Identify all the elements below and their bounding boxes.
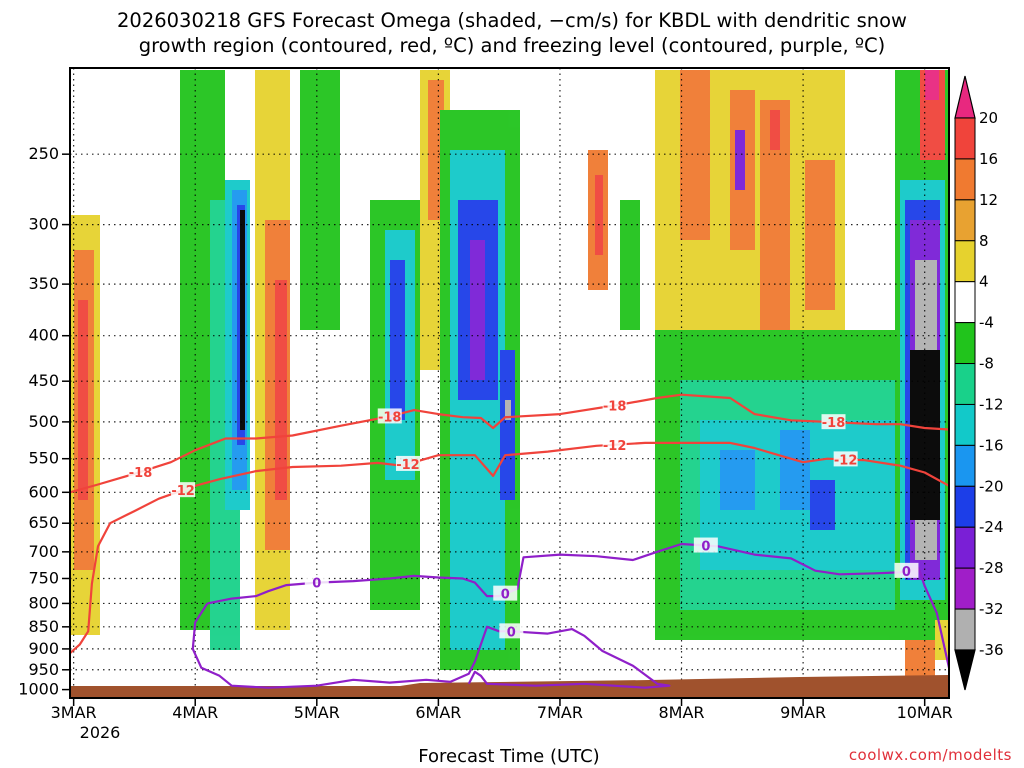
dgz-warm-label: -12: [171, 484, 195, 499]
freezing-label: 0: [501, 588, 510, 603]
freezing-label-bg: [304, 574, 329, 590]
colorbar-swatch: [954, 117, 976, 160]
freezing-label-bg: [693, 537, 718, 553]
colorbar-swatch: [954, 403, 976, 446]
x-axis-label: Forecast Time (UTC): [418, 746, 599, 767]
y-tick-label: 900: [28, 639, 59, 658]
colorbar-swatch: [954, 322, 976, 365]
y-tick-label: 400: [28, 326, 59, 345]
colorbar-label: -4: [979, 314, 994, 332]
x-axis-year: 2026: [80, 723, 121, 742]
chart-title-line1: 2026030218 GFS Forecast Omega (shaded, −…: [117, 9, 907, 32]
dgz-minus18-contour: [69, 393, 950, 494]
colorbar-swatch: [954, 526, 976, 569]
freezing-label: 0: [312, 577, 321, 592]
y-tick-label: 600: [28, 482, 59, 501]
plot-frame: [69, 67, 950, 699]
freezing-level-contour-lower: [191, 602, 671, 689]
colorbar-swatch: [954, 485, 976, 528]
dgz-warm-label-bg: [395, 455, 420, 471]
dgz-warm-label: -12: [603, 439, 627, 454]
y-tick-label: 300: [28, 215, 59, 234]
y-tick-label: 450: [28, 371, 59, 390]
y-tick-label: 550: [28, 449, 59, 468]
dgz-cold-label-bg: [821, 414, 846, 430]
x-tick-label: 5MAR: [294, 703, 340, 722]
x-tick-label: 3MAR: [51, 703, 97, 722]
dgz-warm-label-bg: [171, 482, 196, 498]
colorbar-label: 16: [979, 150, 998, 168]
colorbar-arrow-bottom: [954, 649, 976, 691]
dgz-cold-label-bg: [602, 397, 627, 413]
dgz-cold-label: -18: [378, 410, 402, 425]
freezing-label: 0: [701, 540, 710, 555]
colorbar-label: -32: [979, 600, 1004, 618]
freezing-label-bg: [499, 623, 524, 639]
y-tick-label: 1000: [18, 680, 59, 699]
colorbar-label: -28: [979, 559, 1004, 577]
y-tick-label: 350: [28, 274, 59, 293]
colorbar-swatch: [954, 199, 976, 242]
colorbar-label: -8: [979, 355, 994, 373]
colorbar-label: 8: [979, 232, 989, 250]
colorbar-swatch: [954, 567, 976, 610]
y-tick-label: 650: [28, 513, 59, 532]
freezing-label-bg: [493, 585, 518, 601]
x-tick-label: 4MAR: [172, 703, 218, 722]
x-tick-label: 10MAR: [897, 703, 953, 722]
x-axis: 3MAR 4MAR 5MAR 6MAR 7MAR 8MAR 9MAR 10MAR: [51, 698, 953, 722]
freezing-label: 0: [507, 625, 516, 640]
terrain-band: [70, 675, 949, 698]
y-tick-label: 250: [28, 144, 59, 163]
y-tick-label: 950: [28, 660, 59, 679]
y-tick-label: 750: [28, 568, 59, 587]
dgz-warm-label: -12: [834, 453, 858, 468]
contour-layer: -18 -18 -18 -18 -12 -12 -12 -12 0 0 0 0 0: [69, 393, 951, 689]
colorbar-swatch: [954, 608, 976, 651]
colorbar-label: -20: [979, 477, 1004, 495]
chart-title-line2: growth region (contoured, red, ºC) and f…: [139, 34, 886, 57]
dgz-warm-label-bg: [602, 436, 627, 452]
y-tick-label: 800: [28, 593, 59, 612]
colorbar-label: -24: [979, 518, 1004, 536]
x-tick-label: 6MAR: [415, 703, 461, 722]
colorbar-swatch: [954, 444, 976, 487]
dgz-warm-label-bg: [833, 451, 858, 467]
colorbar-label: -36: [979, 641, 1004, 659]
x-tick-label: 7MAR: [537, 703, 583, 722]
x-tick-label: 9MAR: [780, 703, 826, 722]
dgz-cold-label: -18: [129, 466, 153, 481]
colorbar-swatch: [954, 363, 976, 405]
dgz-minus12-contour: [69, 441, 950, 655]
dgz-warm-label: -12: [396, 458, 420, 473]
colorbar-swatch: [954, 158, 976, 201]
colorbar-swatch: [954, 240, 976, 283]
x-tick-label: 8MAR: [659, 703, 705, 722]
freezing-label-bg: [894, 562, 919, 578]
dgz-cold-label-bg: [128, 463, 153, 479]
colorbar-label: 12: [979, 191, 998, 209]
y-tick-label: 850: [28, 617, 59, 636]
dgz-cold-label: -18: [822, 416, 846, 431]
colorbar-label: -16: [979, 436, 1004, 454]
y-axis: 250 300 350 400 450 500 550 600 650 700 750 800 850 9…: [18, 144, 70, 699]
dgz-cold-label: -18: [603, 399, 627, 414]
colorbar: 20 16 12 8 4 -4 -8 -12 -16 -20 -24 -28 -32 -36: [954, 75, 1004, 691]
colorbar-label: -12: [979, 395, 1004, 413]
freezing-label: 0: [902, 565, 911, 580]
dgz-cold-label-bg: [377, 408, 402, 424]
colorbar-label: 20: [979, 109, 998, 127]
colorbar-swatch: [954, 281, 976, 324]
colorbar-label: 4: [979, 273, 989, 291]
colorbar-arrow-top: [954, 75, 976, 119]
plot-area: -18 -18 -18 -18 -12 -12 -12 -12 0 0 0 0 0: [69, 67, 951, 699]
credit-text: coolwx.com/modelts: [849, 746, 1012, 764]
y-tick-label: 500: [28, 412, 59, 431]
y-tick-label: 700: [28, 542, 59, 561]
